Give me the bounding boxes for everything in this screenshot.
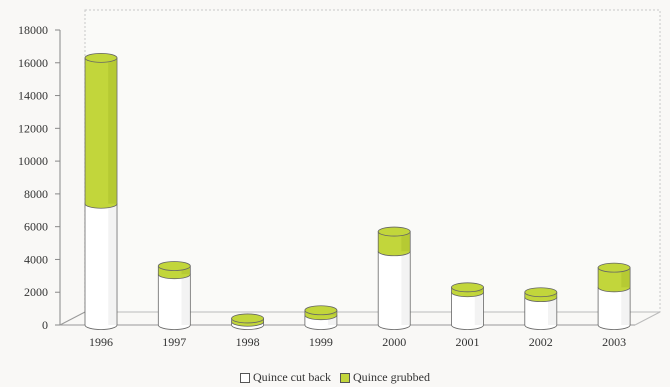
bar-top-cap [451,282,484,293]
bar-shade [108,203,117,325]
x-tick-label: 2000 [382,335,406,349]
bar-shade [108,57,117,204]
bar-stack-1996 [84,52,118,330]
legend-swatch-grubbed [339,372,350,383]
bar-stack-1997 [157,261,191,330]
bar-segment-cut-back [157,273,191,330]
bar-segment-cut-back [84,203,118,330]
bar-shade [401,231,410,252]
bar-shade [548,297,556,325]
y-tick-label: 14000 [18,89,48,103]
bar-top-cap [597,262,631,273]
y-tick-label: 12000 [18,121,48,135]
bar-segment-grubbed [84,57,118,209]
x-tick-label: 2003 [602,335,626,349]
y-axis-ticks: 0 2000 4000 6000 8000 10000 12000 14000 16000 180… [18,23,60,332]
bar-shade [474,292,483,325]
x-tick-label: 1996 [89,335,113,349]
bar-segment-cut-back [597,286,631,330]
x-tick-label: 2001 [456,335,480,349]
legend-item-cut-back: Quince cut back [240,370,331,385]
legend-item-grubbed: Quince grubbed [339,370,430,385]
bar-stack-2000 [377,226,411,330]
bar-top-cap [157,261,191,271]
bar-shade [621,267,630,288]
y-tick-label: 18000 [18,23,48,37]
legend-label-grubbed: Quince grubbed [352,370,430,384]
legend: Quince cut back Quince grubbed [0,370,670,387]
bar-stack-2001 [451,282,484,330]
bar-shade [181,274,190,325]
bar-top-cap [84,52,118,63]
y-tick-label: 10000 [18,154,48,168]
floor-right-edge [634,311,661,326]
bar-top-cap [524,287,558,298]
y-tick-label: 16000 [18,56,48,70]
bar-segment-cut-back [377,250,411,330]
legend-label-cut-back: Quince cut back [253,370,331,384]
bar-top-cap [231,313,265,324]
bar-segment-grubbed [377,231,411,257]
bar-segment-cut-back [524,296,558,330]
legend-swatch-cut-back [240,372,251,383]
bar-shade [621,287,630,325]
x-tick-label: 2002 [529,335,553,349]
bar-segment-grubbed [597,267,631,293]
bar-shade [401,251,410,325]
x-tick-label: 1997 [162,335,186,349]
bar-stack-1999 [304,305,338,330]
y-tick-label: 8000 [24,187,48,201]
bar-shade [328,315,337,325]
bar-segment-cut-back [451,291,484,330]
bar-top-cap [304,305,338,316]
bar-stack-1998 [231,313,265,330]
y-tick-label: 6000 [24,220,48,234]
x-tick-label: 1999 [309,335,333,349]
floor-left-edge [59,311,86,326]
x-tick-label: 1998 [236,335,260,349]
y-tick-label: 0 [42,318,48,332]
bar-top-cap [377,226,411,237]
bar-shade [181,266,190,275]
y-tick-label: 4000 [24,252,48,266]
bar-stack-2003 [597,262,631,330]
y-tick-label: 2000 [24,285,48,299]
bar-cylinders [84,52,631,330]
bar-stack-2002 [524,287,558,330]
x-axis-labels: 1996 1997 1998 1999 2000 2001 2002 2003 [89,335,626,349]
